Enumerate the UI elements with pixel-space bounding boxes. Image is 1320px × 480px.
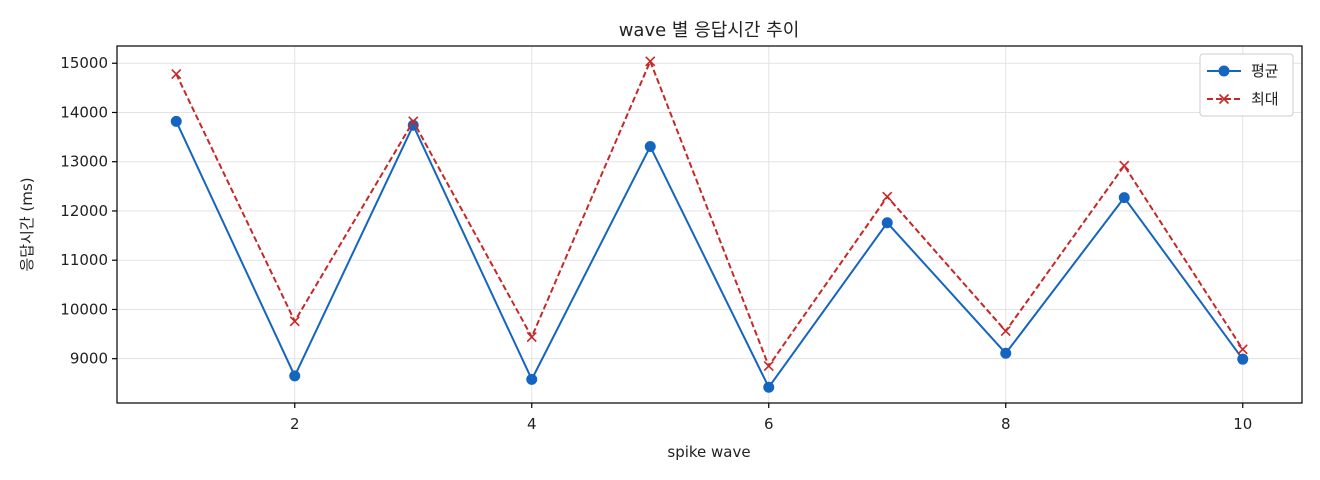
data-point bbox=[1238, 354, 1248, 364]
data-point bbox=[882, 218, 892, 228]
legend-box bbox=[1200, 54, 1293, 116]
data-point bbox=[646, 57, 655, 66]
data-point bbox=[764, 382, 774, 392]
x-axis-label: spike wave bbox=[667, 443, 750, 461]
y-tick-label: 15000 bbox=[60, 54, 108, 72]
y-tick-label: 13000 bbox=[60, 153, 108, 171]
data-point bbox=[527, 374, 537, 384]
data-point bbox=[1119, 193, 1129, 203]
y-tick-label: 14000 bbox=[60, 103, 108, 121]
y-axis-label: 응답시간 (ms) bbox=[18, 177, 36, 271]
grid bbox=[117, 46, 1302, 403]
legend-swatch-marker bbox=[1219, 66, 1229, 76]
series-2 bbox=[172, 57, 1248, 371]
data-point bbox=[172, 70, 181, 79]
legend-label: 최대 bbox=[1251, 90, 1279, 108]
series-line bbox=[176, 61, 1243, 366]
series-layer bbox=[171, 57, 1248, 392]
data-point bbox=[883, 192, 892, 201]
x-tick-label: 2 bbox=[290, 415, 300, 433]
data-point bbox=[290, 371, 300, 381]
data-point bbox=[645, 141, 655, 151]
data-point bbox=[171, 116, 181, 126]
series-1 bbox=[171, 116, 1248, 392]
x-tick-label: 10 bbox=[1233, 415, 1252, 433]
data-point bbox=[1001, 348, 1011, 358]
x-tick-label: 4 bbox=[527, 415, 537, 433]
data-point bbox=[1120, 161, 1129, 170]
axis-ticks: 2 4 6 8 10 9000 10000 11000 12000 13000 14000 15000 bbox=[60, 54, 1252, 433]
x-tick-label: 6 bbox=[764, 415, 774, 433]
chart-title: wave 별 응답시간 추이 bbox=[619, 20, 800, 41]
y-tick-label: 12000 bbox=[60, 202, 108, 220]
y-tick-label: 10000 bbox=[60, 300, 108, 318]
x-tick-label: 8 bbox=[1001, 415, 1011, 433]
y-tick-label: 11000 bbox=[60, 251, 108, 269]
y-tick-label: 9000 bbox=[70, 350, 108, 368]
legend-label: 평균 bbox=[1251, 62, 1279, 80]
